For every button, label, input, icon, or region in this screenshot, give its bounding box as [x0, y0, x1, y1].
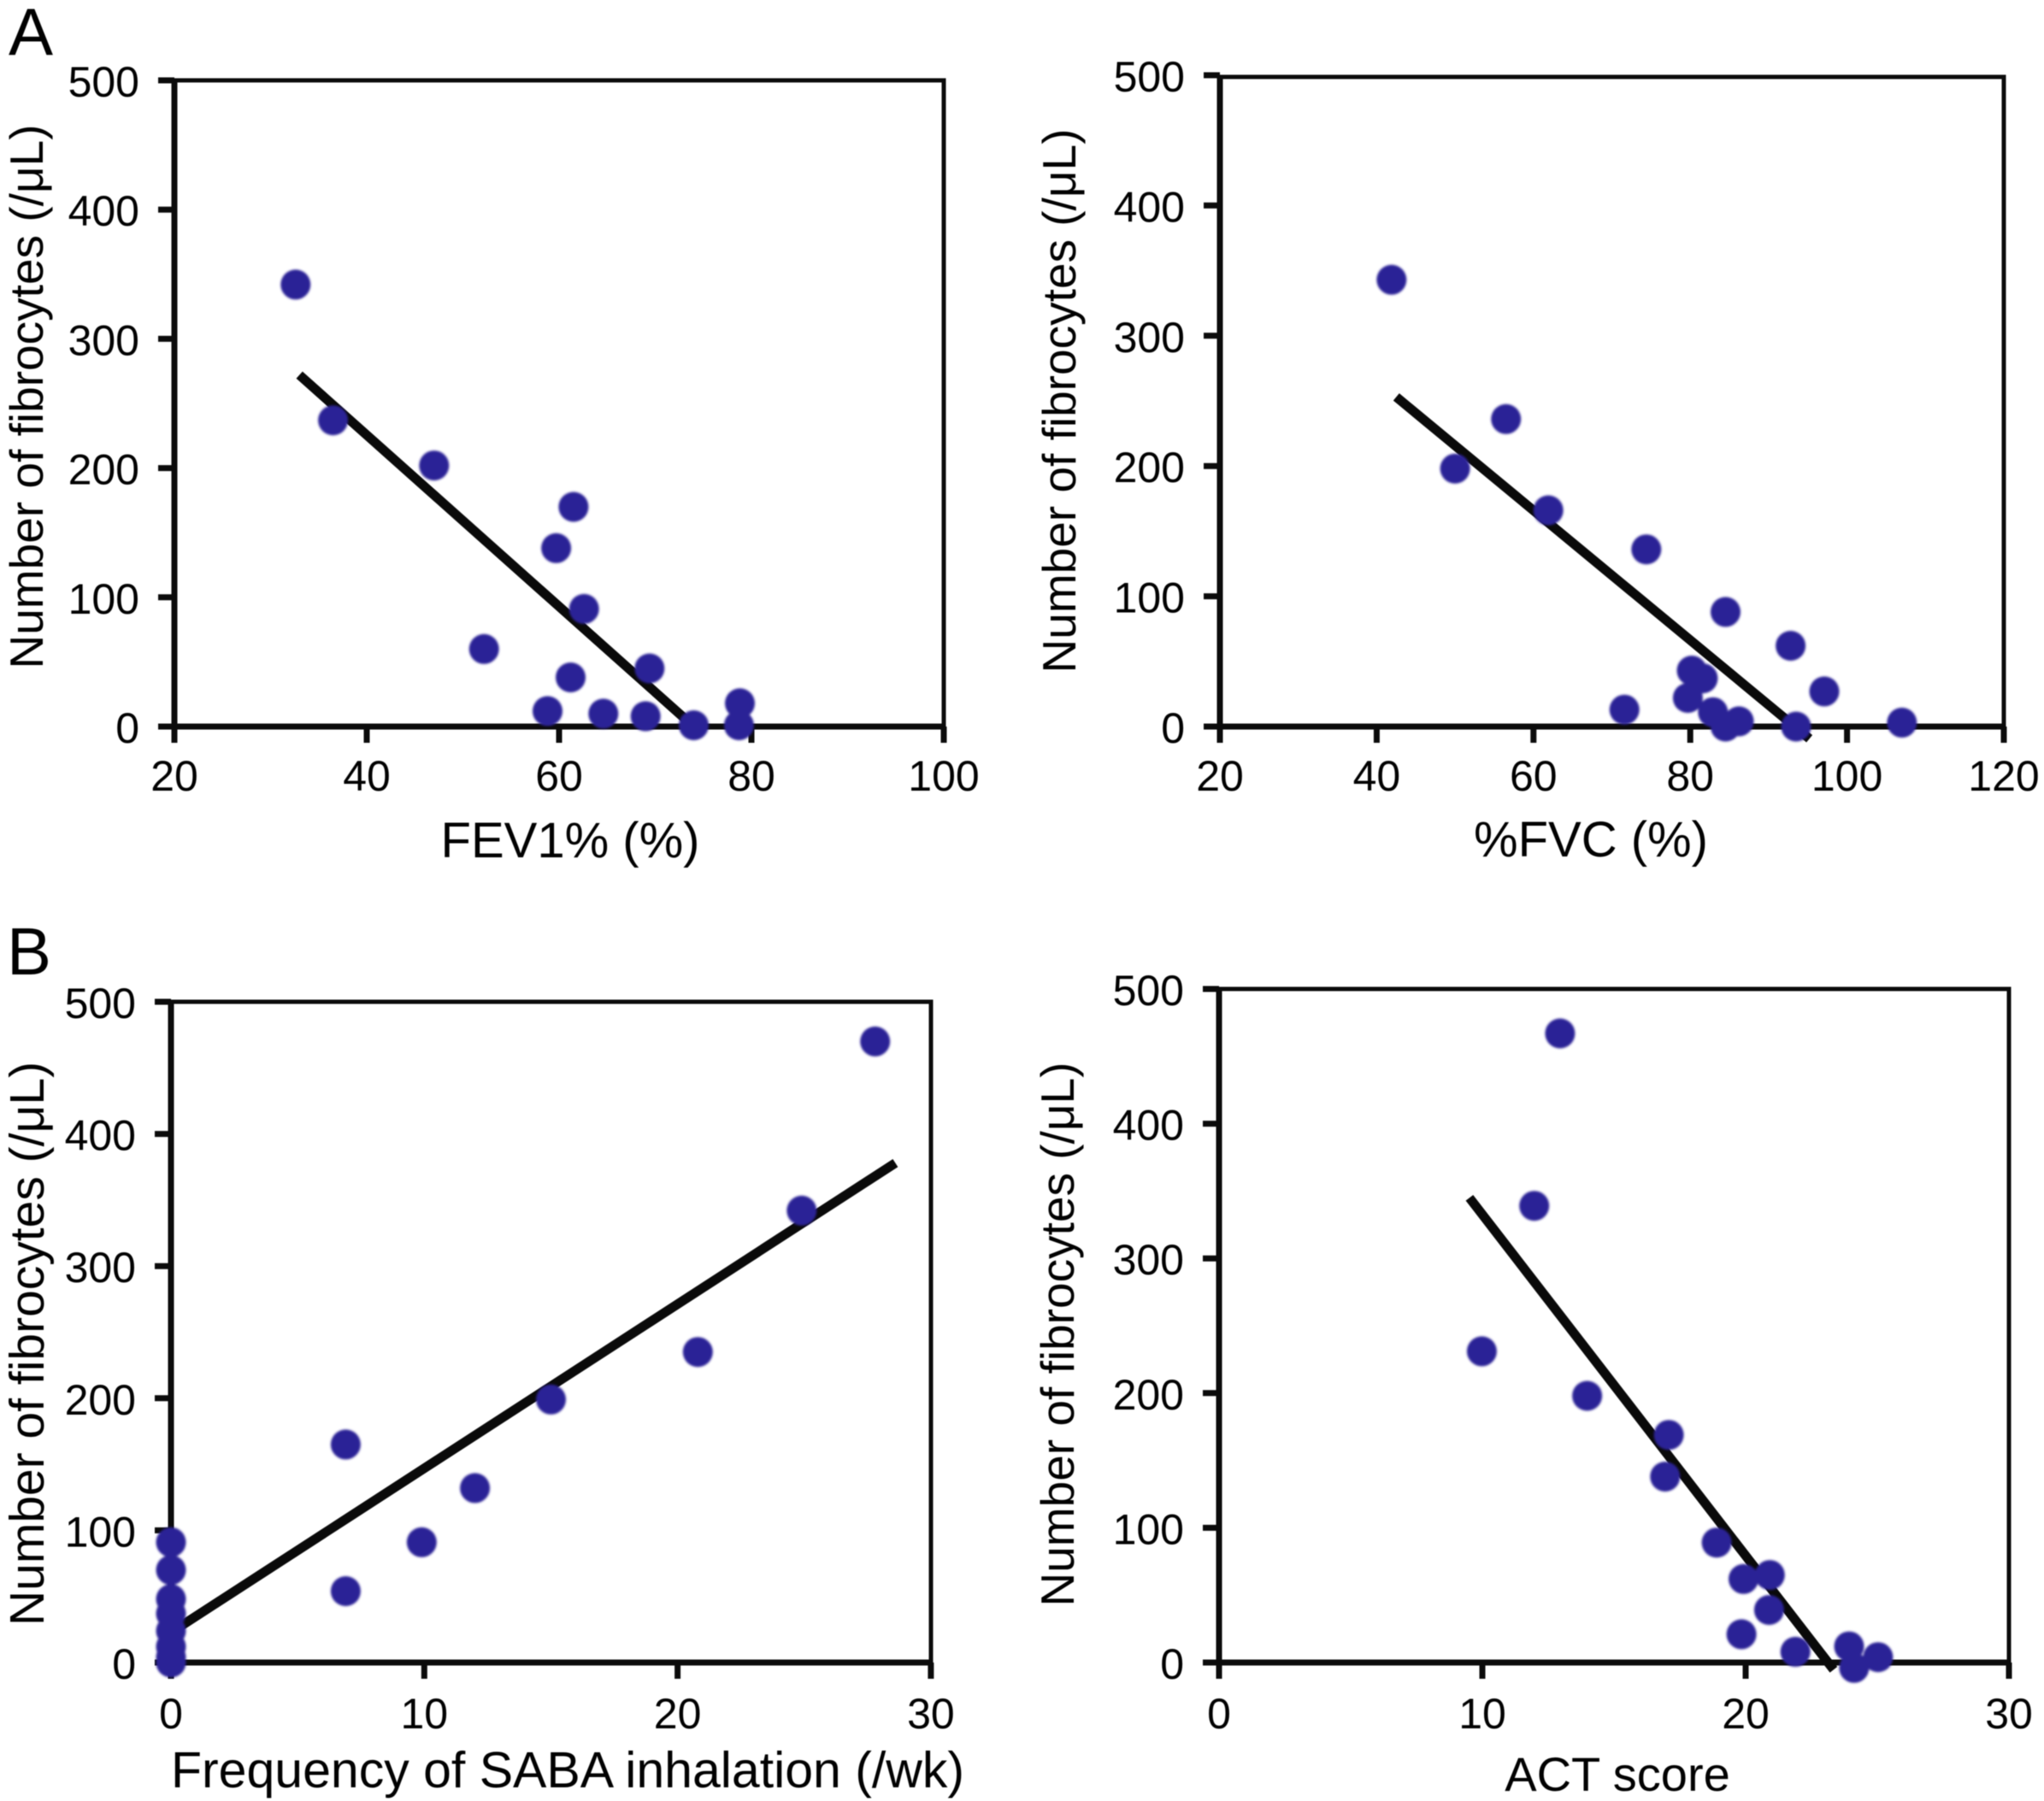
svg-text:0: 0: [1161, 704, 1185, 752]
svg-text:0: 0: [1160, 1640, 1184, 1688]
svg-text:FEV1% (%): FEV1% (%): [441, 813, 700, 868]
svg-text:500: 500: [65, 980, 136, 1027]
svg-text:500: 500: [1114, 53, 1185, 101]
svg-text:400: 400: [68, 187, 139, 235]
svg-text:300: 300: [1113, 1236, 1184, 1284]
svg-text:60: 60: [535, 752, 583, 800]
svg-text:%FVC (%): %FVC (%): [1474, 812, 1708, 868]
svg-text:100: 100: [1114, 574, 1185, 622]
svg-text:300: 300: [68, 316, 139, 364]
svg-text:80: 80: [727, 752, 775, 800]
svg-text:Number of fibrocytes (/μL): Number of fibrocytes (/μL): [0, 1062, 55, 1626]
svg-text:200: 200: [65, 1376, 136, 1424]
svg-text:20: 20: [1722, 1690, 1770, 1738]
svg-text:40: 40: [1353, 752, 1401, 800]
svg-text:200: 200: [1113, 1371, 1184, 1419]
svg-text:120: 120: [1968, 752, 2039, 800]
svg-text:20: 20: [150, 752, 198, 800]
svg-text:0: 0: [159, 1690, 183, 1738]
svg-text:ACT score: ACT score: [1505, 1747, 1729, 1801]
svg-text:B: B: [7, 914, 51, 989]
svg-text:20: 20: [654, 1690, 702, 1738]
svg-text:Frequency of SABA inhalation (: Frequency of SABA inhalation (/wk): [171, 1742, 964, 1798]
svg-text:Number of fibrocytes (/μL): Number of fibrocytes (/μL): [1031, 1062, 1084, 1607]
svg-text:100: 100: [908, 752, 979, 800]
svg-text:80: 80: [1666, 752, 1714, 800]
svg-text:100: 100: [1113, 1505, 1184, 1553]
svg-text:100: 100: [1811, 752, 1882, 800]
svg-text:30: 30: [907, 1690, 955, 1738]
svg-text:60: 60: [1510, 752, 1558, 800]
svg-text:30: 30: [1985, 1690, 2033, 1738]
svg-text:A: A: [9, 0, 53, 69]
svg-text:100: 100: [68, 575, 139, 623]
svg-text:500: 500: [1113, 967, 1184, 1015]
svg-text:400: 400: [1113, 1102, 1184, 1150]
svg-text:200: 200: [1114, 444, 1185, 491]
svg-text:300: 300: [1114, 314, 1185, 362]
svg-text:400: 400: [1114, 183, 1185, 231]
svg-text:10: 10: [1458, 1690, 1506, 1738]
svg-text:Number of fibrocytes (/μL): Number of fibrocytes (/μL): [0, 125, 53, 669]
svg-text:0: 0: [115, 704, 139, 752]
svg-text:100: 100: [65, 1508, 136, 1556]
svg-text:40: 40: [343, 752, 391, 800]
svg-text:Number of fibrocytes (/μL): Number of fibrocytes (/μL): [1033, 129, 1086, 674]
svg-text:500: 500: [68, 58, 139, 106]
svg-text:300: 300: [65, 1244, 136, 1292]
svg-text:10: 10: [400, 1690, 448, 1738]
svg-text:0: 0: [112, 1640, 136, 1688]
svg-text:200: 200: [68, 446, 139, 494]
svg-text:0: 0: [1207, 1690, 1231, 1738]
svg-text:400: 400: [65, 1112, 136, 1160]
svg-text:20: 20: [1196, 752, 1244, 800]
